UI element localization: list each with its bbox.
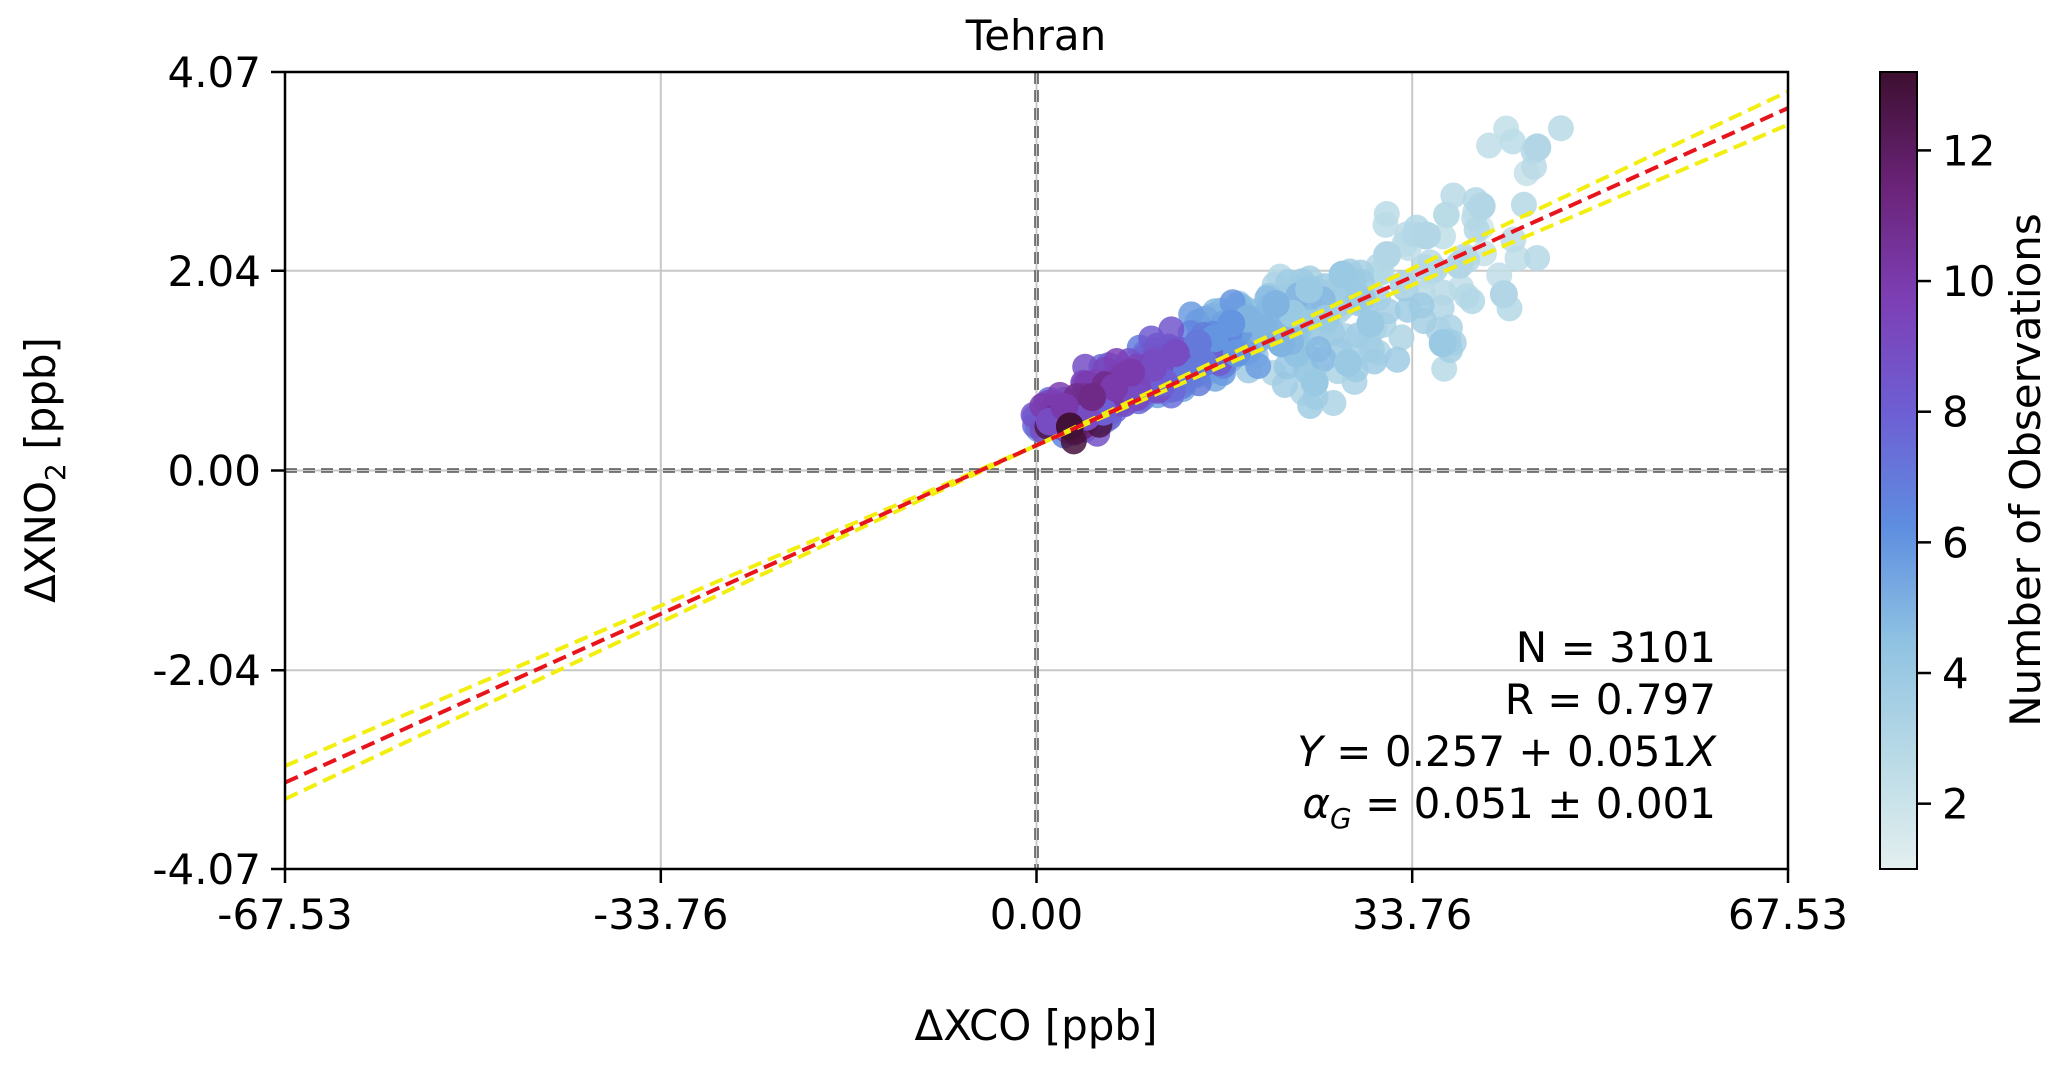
y-axis-label-unit: [ppb]	[16, 337, 65, 463]
y-tick-label: 4.07	[167, 48, 261, 97]
density-point	[1261, 290, 1290, 319]
density-point	[1334, 348, 1363, 377]
density-point	[1489, 280, 1518, 309]
regression-lines	[285, 89, 1788, 801]
density-point	[1295, 275, 1324, 304]
density-point	[1356, 309, 1385, 338]
density-point	[1078, 383, 1107, 412]
reference-lines	[285, 72, 1788, 869]
data-point	[1245, 353, 1272, 380]
x-axis-label: ΔXCO [ppb]	[915, 1001, 1158, 1050]
colorbar-tick-label: 8	[1942, 388, 1969, 437]
data-point	[1440, 182, 1467, 209]
data-point	[1305, 336, 1332, 363]
density-point	[1445, 250, 1474, 279]
density-point	[1467, 192, 1496, 221]
density-point	[1189, 348, 1218, 377]
y-tick-label: -4.07	[152, 845, 261, 894]
colorbar-tick-label: 6	[1942, 518, 1969, 567]
colorbar-tick-label: 12	[1942, 126, 1995, 175]
data-point	[1463, 216, 1490, 243]
colorbar-tick-label: 2	[1942, 780, 1969, 829]
density-point	[1411, 221, 1440, 250]
data-point	[1178, 301, 1205, 328]
density-point	[1267, 329, 1296, 358]
colorbar-fill	[1879, 71, 1918, 870]
density-point	[1428, 329, 1457, 358]
stats-box: N = 3101 R = 0.797 Y = 0.257 + 0.051X αG…	[1297, 623, 1717, 835]
y-tick-label: 2.04	[167, 247, 261, 296]
stats-equation-y: Y	[1297, 727, 1326, 776]
y-tick-label: 0.00	[167, 447, 261, 496]
data-point	[1459, 288, 1486, 315]
regression-fit-line	[285, 106, 1788, 785]
data-point	[1428, 294, 1455, 321]
data-point	[1388, 324, 1415, 351]
data-points	[1020, 115, 1574, 455]
density-point	[1328, 260, 1357, 289]
density-point	[1373, 241, 1402, 270]
stats-equation-body: = 0.257 + 0.051	[1323, 727, 1687, 776]
density-point	[1139, 353, 1168, 382]
density-point	[1117, 358, 1146, 387]
stats-r: R = 0.797	[1505, 675, 1716, 724]
data-point	[1524, 245, 1551, 272]
colorbar-tick-label: 4	[1942, 649, 1969, 698]
colorbar-ticks: 2 4 6 8 10 12	[1917, 126, 1995, 829]
density-point	[1523, 133, 1552, 162]
y-axis-label: ΔXNO2 [ppb]	[16, 337, 72, 603]
y-ticks: 4.07 2.04 0.00 -2.04 -4.07	[152, 48, 285, 894]
stats-n: N = 3101	[1516, 623, 1716, 672]
stats-equation-x: X	[1685, 727, 1717, 776]
data-point	[1373, 200, 1400, 227]
stats-alpha-symbol: α	[1302, 779, 1330, 828]
x-tick-label: -33.76	[593, 890, 728, 939]
density-point	[1300, 368, 1329, 397]
data-point	[1361, 348, 1388, 375]
y-tick-label: -2.04	[152, 646, 261, 695]
stats-alpha-subscript: G	[1330, 802, 1352, 835]
x-tick-label: 67.53	[1728, 890, 1848, 939]
colorbar-tick-label: 10	[1942, 257, 1995, 306]
y-axis-label-subscript: 2	[39, 463, 72, 481]
stats-alpha-value: = 0.051 ± 0.001	[1352, 779, 1716, 828]
colorbar: 2 4 6 8 10 12 Number of Observations	[1879, 71, 2050, 870]
data-point	[1547, 115, 1574, 142]
y-axis-label-main: ΔXNO	[16, 481, 65, 603]
x-tick-label: 33.76	[1352, 890, 1472, 939]
data-point	[1499, 128, 1526, 155]
density-point	[1217, 309, 1246, 338]
data-point	[1408, 292, 1435, 319]
x-tick-label: 0.00	[990, 890, 1084, 939]
colorbar-label: Number of Observations	[2001, 213, 2050, 727]
data-point	[1297, 392, 1324, 419]
x-tick-label: -67.53	[217, 890, 352, 939]
data-point	[1476, 132, 1503, 159]
chart-title: Tehran	[965, 11, 1107, 60]
x-ticks: -67.53 -33.76 0.00 33.76 67.53	[217, 869, 1848, 939]
stats-alpha: αG = 0.051 ± 0.001	[1302, 779, 1716, 835]
density-point	[1161, 339, 1190, 368]
data-point	[1384, 346, 1411, 373]
stats-equation: Y = 0.257 + 0.051X	[1297, 727, 1717, 776]
